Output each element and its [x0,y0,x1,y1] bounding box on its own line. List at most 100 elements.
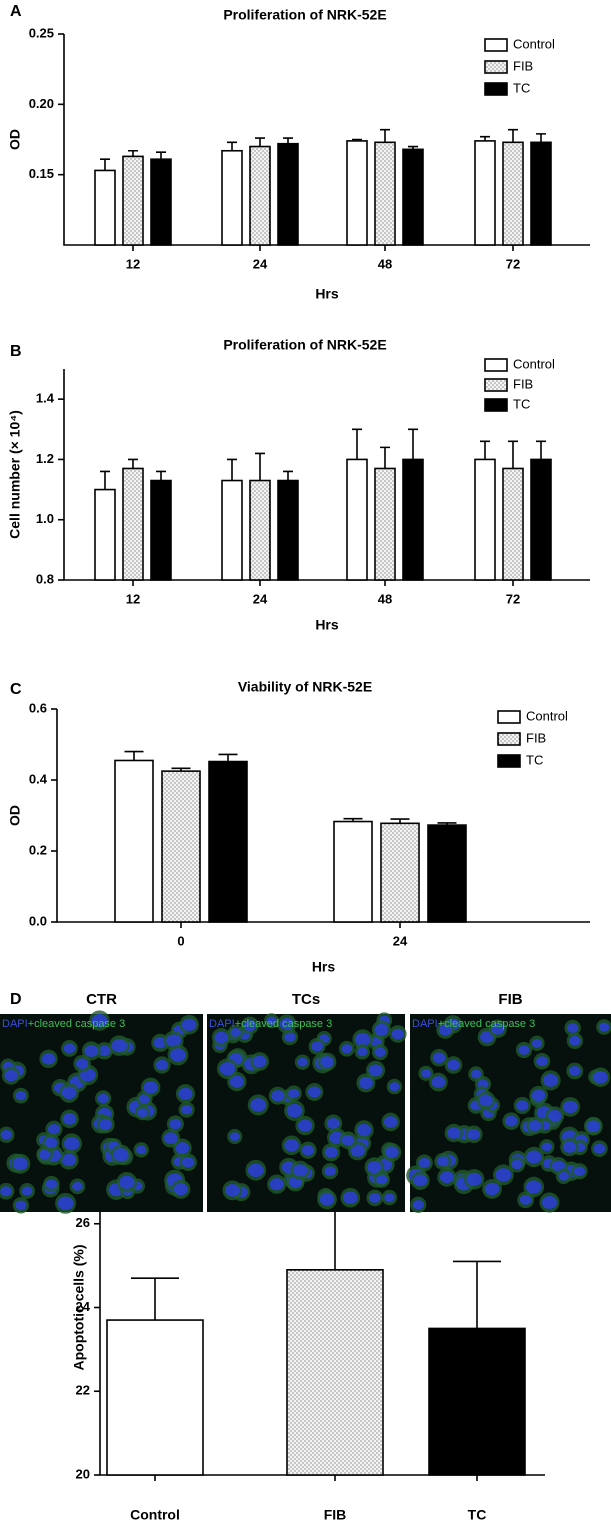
nucleus [97,1093,109,1104]
nucleus [84,1044,99,1057]
nucleus [61,1086,77,1100]
panel-label: B [10,343,22,360]
nucleus [320,1056,334,1068]
nucleus [326,1117,340,1129]
error-bar [124,750,144,761]
nucleus [374,1023,389,1036]
x-tick-label: 12 [126,256,140,271]
nucleus [163,1132,178,1145]
bar [374,467,396,581]
legend-label: TC [513,80,530,95]
stain-name: DAPI [2,1018,28,1030]
nucleus [354,1032,371,1047]
bar [94,169,116,246]
x-tick-label: 48 [378,256,392,271]
nucleus [350,1144,365,1157]
nucleus [15,1091,27,1101]
nucleus [519,1194,532,1205]
nucleus [593,1143,606,1154]
nucleus [169,1118,182,1130]
nucleus [301,1145,315,1156]
nucleus [467,1128,481,1140]
bar [427,824,467,923]
nucleus [568,1065,581,1077]
nucleus [420,1068,432,1078]
error-bar [352,428,362,460]
error-bar [255,137,265,147]
nucleus [297,1119,313,1132]
nucleus [439,1171,454,1184]
nucleus [12,1157,28,1171]
legend-label: FIB [513,58,533,73]
x-axis-label: Hrs [315,286,339,302]
bar [402,148,424,246]
nucleus [45,1179,58,1189]
legend-swatch [484,82,508,96]
bar [530,458,552,581]
x-tick-label: 0 [177,933,184,948]
y-axis-label: Apoptotic cells (%) [71,1244,87,1370]
error-bar [380,446,390,469]
nucleus [15,1200,27,1211]
bar [286,1269,384,1476]
legend-swatch [497,754,521,768]
nucleus [178,1087,193,1100]
nucleus [319,1193,335,1206]
bar [106,1319,204,1476]
error-bar [227,141,237,151]
nucleus [504,1115,518,1127]
nucleus [541,1142,552,1152]
y-tick-label: 22 [76,1383,90,1398]
error-bar [508,128,518,143]
panel-label: A [10,3,22,20]
marker-name: +cleaved caspase 3 [438,1018,536,1030]
nucleus [136,1145,147,1155]
nucleus [229,1075,244,1088]
nucleus [598,1022,610,1032]
nucleus [44,1137,58,1149]
error-bar [283,137,293,144]
x-tick-label: 72 [506,591,520,606]
nucleus [324,1166,336,1177]
y-tick-label: 0.25 [29,25,54,40]
y-tick-label: 1.0 [36,511,54,526]
nucleus [531,1089,546,1102]
legend-label: Control [526,708,568,723]
nucleus [4,1069,18,1082]
legend-label: FIB [513,376,533,391]
nucleus [357,1047,368,1057]
error-bar [453,1260,501,1329]
nucleus [292,1164,308,1177]
legend-label: Control [513,36,555,51]
nucleus [593,1071,608,1084]
y-tick-label: 0.20 [29,96,54,111]
nucleus [307,1086,321,1098]
y-tick-label: 0.4 [29,771,48,786]
chart-title: Viability of NRK-52E [238,679,372,695]
stain-name: DAPI [209,1018,235,1030]
nucleus [418,1157,431,1168]
bar [122,155,144,246]
nucleus [562,1141,577,1153]
bar [530,141,552,246]
nucleus [243,1020,257,1031]
image-title: CTR [86,991,117,1008]
nucleus [266,1016,277,1026]
x-tick-label: 24 [253,591,268,606]
x-tick-label: FIB [324,1507,347,1523]
legend-label: TC [513,396,530,411]
error-bar [380,128,390,143]
bar [249,479,271,581]
nucleus [413,1174,428,1187]
nucleus [98,1045,111,1057]
nucleus [511,1159,523,1170]
nucleus [491,1023,505,1035]
nucleus [91,1013,108,1028]
legend-label: Control [513,356,555,371]
nucleus [341,1134,355,1146]
bar [502,141,524,246]
error-bar [100,158,110,171]
image-title: TCs [292,991,320,1008]
nucleus [21,1186,33,1196]
nucleus [374,1047,386,1057]
